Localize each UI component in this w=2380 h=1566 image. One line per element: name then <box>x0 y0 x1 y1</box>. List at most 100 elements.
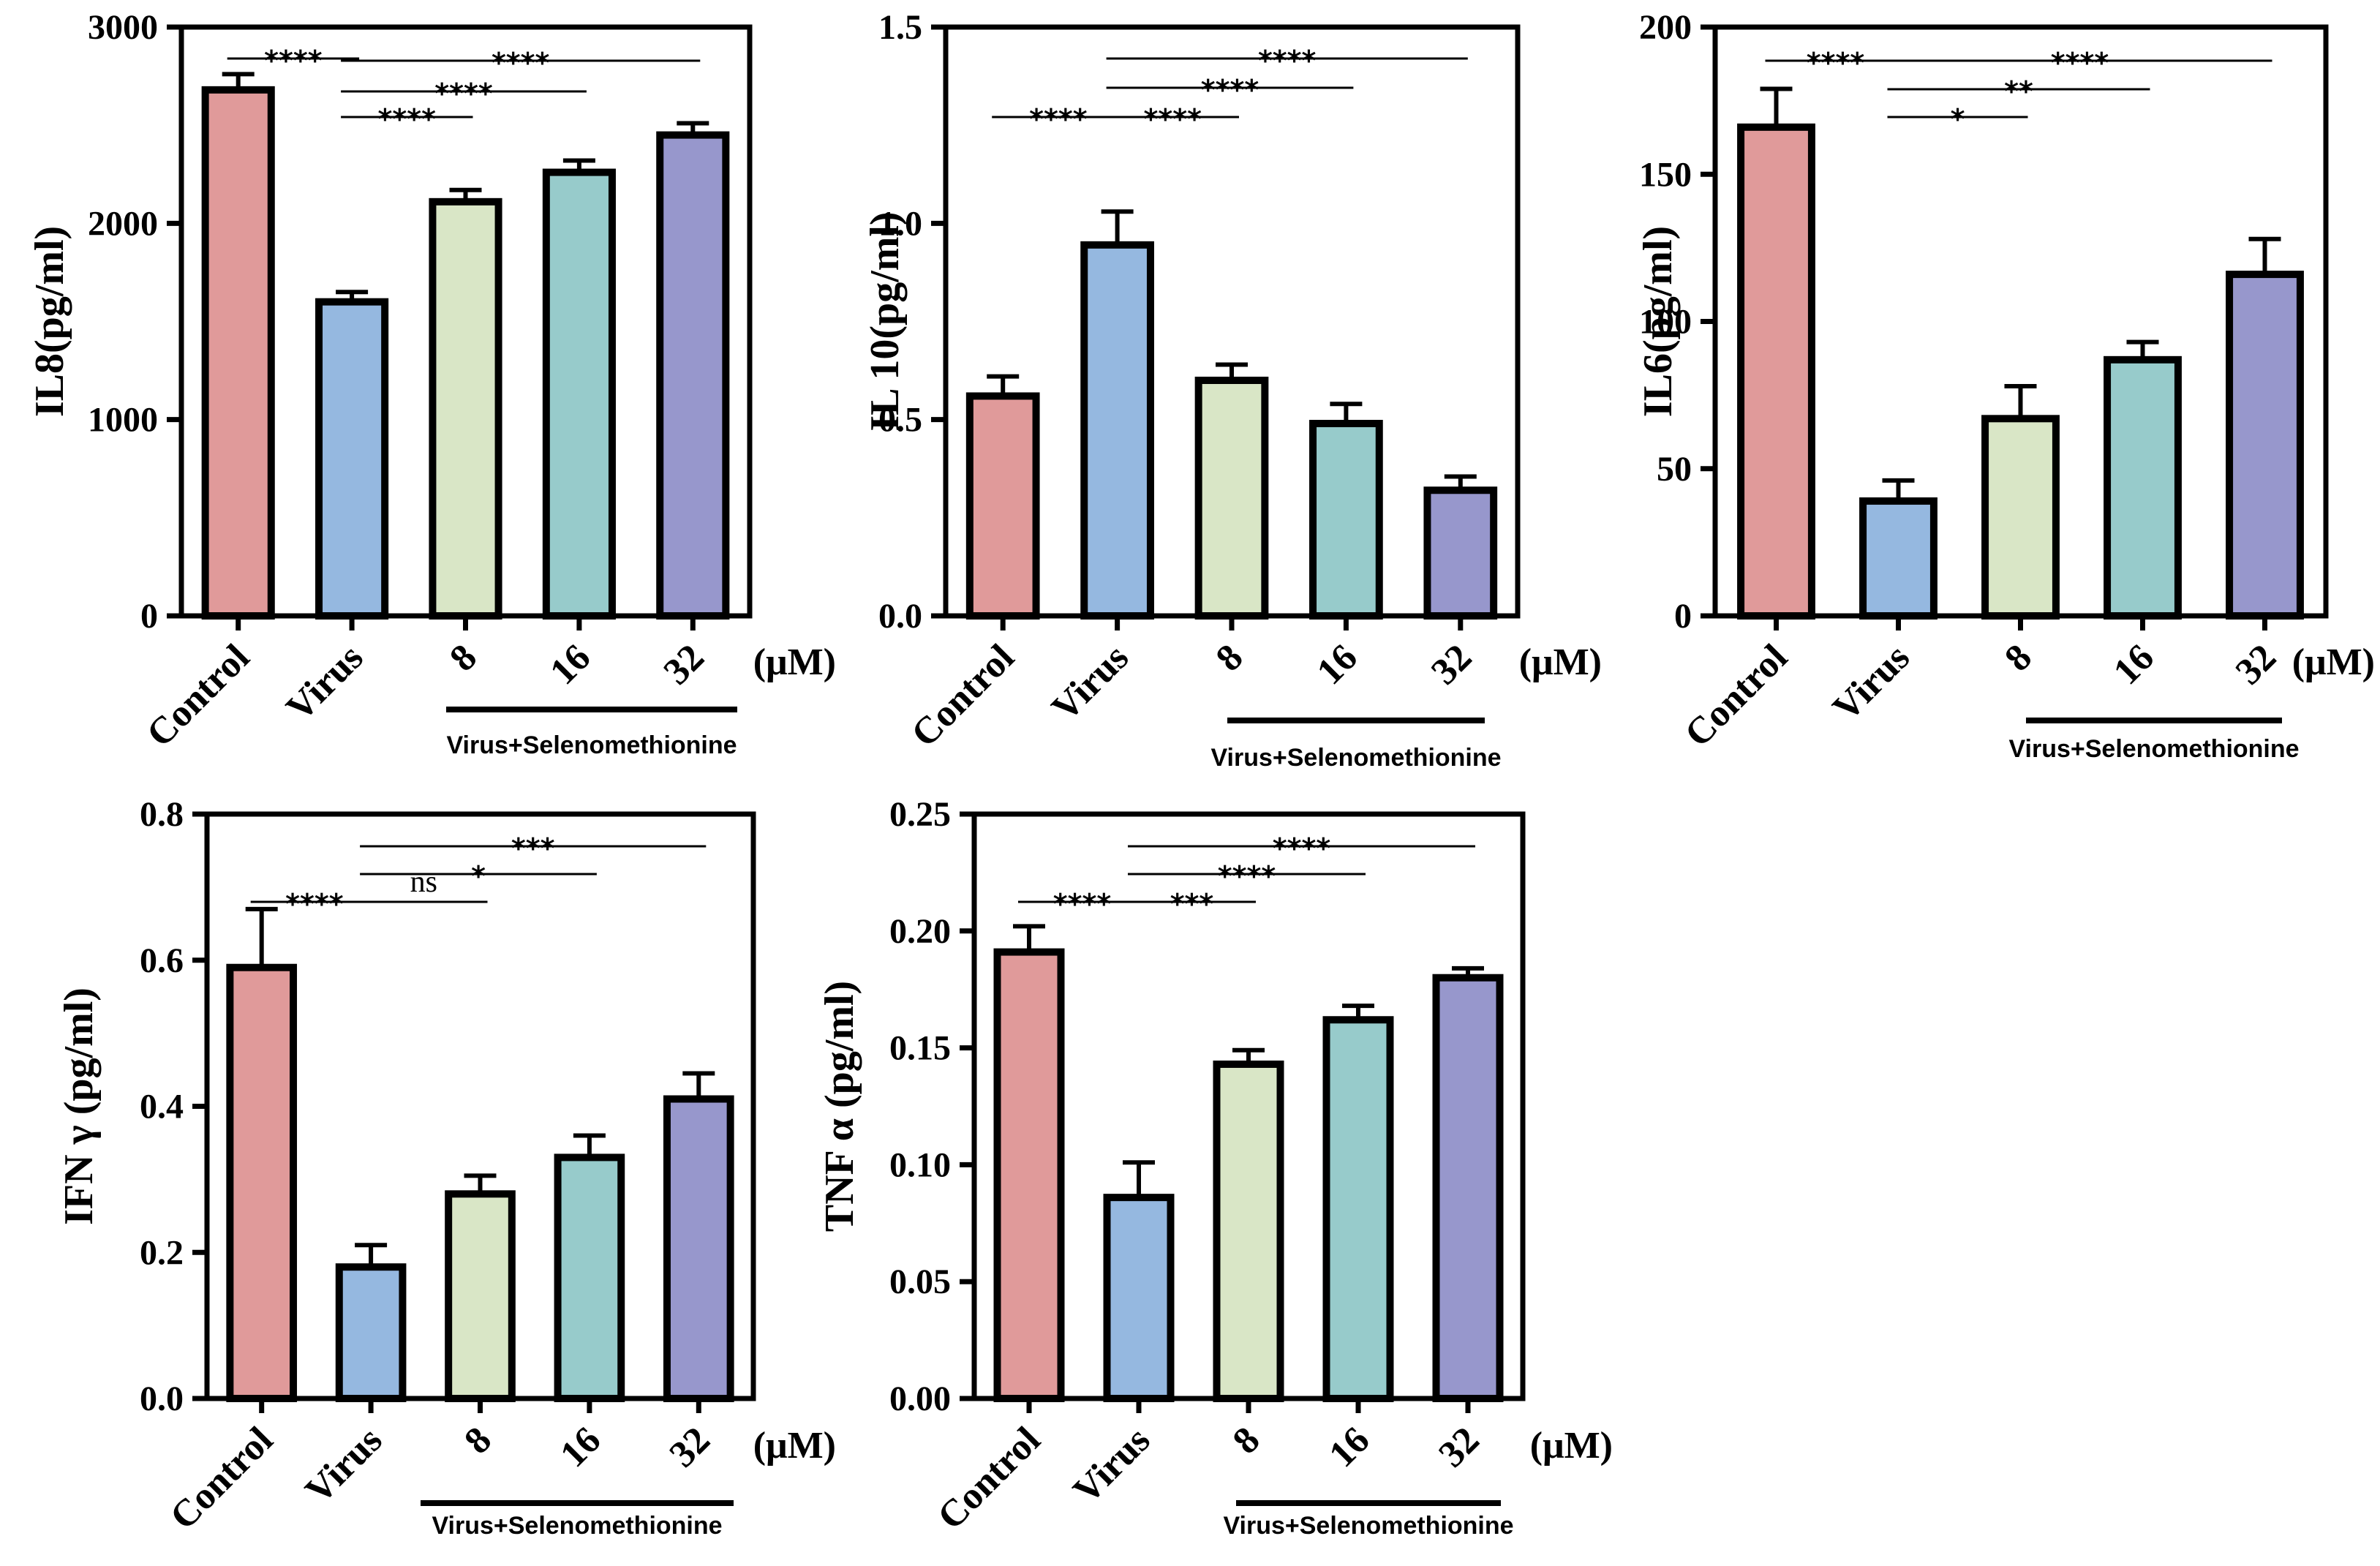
error-bar-3 <box>1232 1047 1265 1064</box>
bar-5 <box>1423 486 1498 620</box>
y-tick-label: 2000 <box>88 204 158 243</box>
bar-5 <box>1432 974 1504 1402</box>
error-bar-3 <box>1216 362 1248 380</box>
error-bar-4 <box>1330 402 1363 424</box>
error-bar-5 <box>682 1071 715 1099</box>
error-bar-1 <box>1760 86 1793 127</box>
group-label: Virus+Selenomethionine <box>1223 1512 1513 1540</box>
category-label-3: 8 <box>442 636 485 680</box>
y-tick-label: 0.05 <box>889 1262 951 1301</box>
category-label-3: 8 <box>1208 636 1251 680</box>
y-tick-label: 0.5 <box>878 401 922 440</box>
category-label-3: 8 <box>1997 636 2040 680</box>
significance-label: **** <box>378 103 437 135</box>
significance-label: **** <box>285 888 344 920</box>
category-label-2: Virus <box>1066 1419 1159 1512</box>
significance-label: * <box>471 860 486 892</box>
error-bar-3 <box>449 187 482 202</box>
bar-1 <box>1737 123 1815 620</box>
bar-4 <box>1309 420 1383 620</box>
significance-label: **** <box>2051 47 2109 79</box>
group-label: Virus+Selenomethionine <box>2008 735 2299 763</box>
bar-4 <box>542 168 616 620</box>
category-label-1: Control <box>930 1419 1048 1537</box>
error-bar-3 <box>2004 384 2037 419</box>
error-bar-4 <box>1342 1004 1374 1020</box>
category-label-1: Control <box>162 1419 281 1537</box>
error-bar-2 <box>355 1243 388 1268</box>
error-bar-4 <box>573 1133 606 1158</box>
significance-label: **** <box>492 47 550 79</box>
significance-label: **** <box>264 45 323 77</box>
bar-4 <box>1322 1016 1394 1403</box>
bar-5 <box>656 131 730 620</box>
y-tick-label: 1.5 <box>878 8 922 47</box>
y-tick-label: 0.15 <box>889 1029 951 1068</box>
category-label-5: 32 <box>656 636 712 693</box>
significance-label: **** <box>1218 860 1276 892</box>
significance-label: ns <box>410 865 437 899</box>
y-tick-label: 1.0 <box>878 204 922 243</box>
category-label-5: 32 <box>1423 636 1480 693</box>
bar-4 <box>554 1153 625 1402</box>
significance-label: **** <box>1029 103 1088 135</box>
unit-label: (μM) <box>753 1425 836 1467</box>
error-bar-1 <box>245 906 278 968</box>
y-tick-label: 0.0 <box>878 597 922 636</box>
category-label-3: 8 <box>456 1419 500 1462</box>
error-bar-1 <box>1013 924 1045 952</box>
significance-label: **** <box>1258 45 1317 77</box>
y-tick-label: 150 <box>1639 155 1692 194</box>
chart-panel-5: 0.00 0.05 0.10 0.15 0.20 0.25 Control Virus 8 16 3… <box>817 795 1613 1540</box>
significance-label: **** <box>434 78 493 110</box>
y-tick-label: 0.10 <box>889 1145 951 1184</box>
category-label-1: Control <box>1677 636 1796 755</box>
significance-label: **** <box>1273 832 1331 865</box>
bar-5 <box>2226 271 2304 620</box>
bar-1 <box>226 963 298 1403</box>
significance-label: **** <box>1807 47 1865 79</box>
y-tick-label: 0 <box>1674 597 1692 636</box>
unit-label: (μM) <box>753 641 836 683</box>
category-label-4: 16 <box>2106 636 2162 693</box>
y-tick-label: 0.0 <box>140 1379 184 1418</box>
significance-label: **** <box>1144 103 1202 135</box>
y-tick-label: 0 <box>140 597 158 636</box>
significance-label: *** <box>1170 888 1214 920</box>
bar-5 <box>663 1095 734 1402</box>
y-tick-label: 0.25 <box>889 795 951 834</box>
y-tick-label: 3000 <box>88 8 158 47</box>
category-label-2: Virus <box>1044 636 1137 729</box>
error-bar-4 <box>2126 339 2159 360</box>
bar-2 <box>1859 497 1937 620</box>
bar-1 <box>965 392 1040 620</box>
significance-label: ** <box>2004 75 2033 108</box>
y-tick-label: 0.2 <box>140 1233 184 1272</box>
y-tick-label: 0.20 <box>889 912 951 951</box>
y-axis-label: IFN γ (pg/ml) <box>56 987 102 1225</box>
bar-2 <box>335 1263 407 1402</box>
category-label-4: 16 <box>1309 636 1366 693</box>
y-axis-label: TNF α (pg/ml) <box>817 981 862 1232</box>
bar-3 <box>1213 1060 1284 1403</box>
category-label-2: Virus <box>298 1419 391 1512</box>
bar-2 <box>1103 1194 1175 1403</box>
error-bar-2 <box>1123 1160 1155 1198</box>
unit-label: (μM) <box>2292 641 2375 683</box>
chart-panel-1: 0 1000 2000 3000 Control Virus 8 16 32 (μM) Virus+… <box>27 8 836 759</box>
category-label-2: Virus <box>1825 636 1918 729</box>
group-label: Virus+Selenomethionine <box>1210 744 1501 772</box>
chart-panel-4: 0.0 0.2 0.4 0.6 0.8 Control Virus 8 16 32 (μM) Viru… <box>56 795 836 1540</box>
category-label-2: Virus <box>279 636 372 729</box>
bar-3 <box>1194 377 1269 620</box>
bar-1 <box>201 86 275 620</box>
y-axis-label: IL8(pg/ml) <box>27 226 72 417</box>
category-label-5: 32 <box>1431 1419 1487 1475</box>
category-label-4: 16 <box>1321 1419 1377 1475</box>
error-bar-5 <box>1444 474 1477 491</box>
unit-label: (μM) <box>1519 641 1602 683</box>
bar-3 <box>429 197 502 620</box>
category-label-5: 32 <box>662 1419 718 1475</box>
significance-label: **** <box>1053 888 1112 920</box>
